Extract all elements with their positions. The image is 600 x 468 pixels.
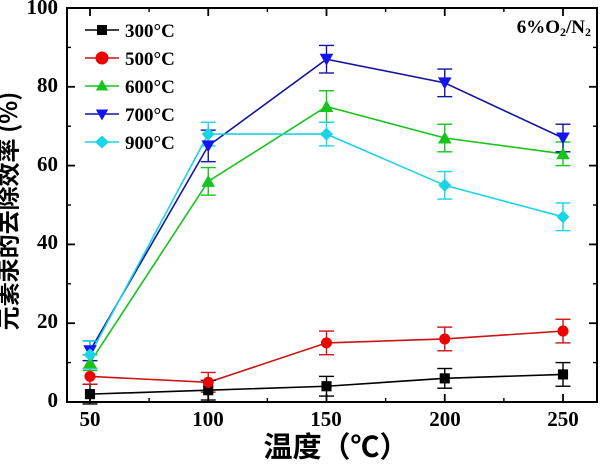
svg-text:200: 200 [429,407,461,431]
svg-text:600°C: 600°C [125,77,175,98]
svg-text:0: 0 [48,388,59,412]
svg-text:元素汞的去除效率 (%): 元素汞的去除效率 (%) [0,92,24,331]
svg-text:300°C: 300°C [125,21,175,42]
svg-text:100: 100 [192,407,224,431]
svg-text:80: 80 [37,73,58,97]
svg-text:900°C: 900°C [125,133,175,154]
svg-text:700°C: 700°C [125,105,175,126]
svg-text:20: 20 [37,309,58,333]
svg-text:100: 100 [27,0,59,19]
svg-text:6%O2/N2: 6%O2/N2 [517,17,591,39]
svg-text:60: 60 [37,152,58,176]
svg-text:50: 50 [80,407,101,431]
svg-text:500°C: 500°C [125,49,175,70]
svg-text:温度（℃）: 温度（℃） [263,424,408,466]
svg-text:40: 40 [37,230,58,254]
svg-text:250: 250 [547,407,579,431]
